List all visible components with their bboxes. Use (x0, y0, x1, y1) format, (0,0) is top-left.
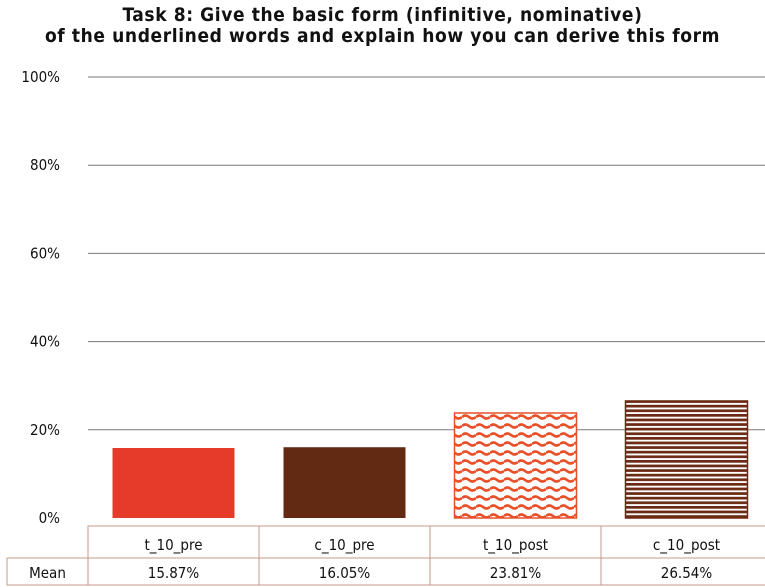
table-value-cell (600, 557, 765, 586)
y-tick-label: 0% (39, 509, 61, 527)
bar (112, 448, 235, 518)
data-label: 16.05% (319, 564, 371, 582)
data-label: 23.81% (490, 564, 542, 582)
x-tick-label: t_10_pre (144, 536, 202, 555)
bar (283, 447, 406, 518)
data-label: 15.87% (148, 564, 200, 582)
bar (453, 412, 578, 519)
y-tick-label: 100% (21, 68, 60, 86)
table-row-label: Mean (29, 564, 66, 582)
y-tick-label: 80% (30, 156, 60, 174)
chart-title-line-1: Task 8: Give the basic form (infinitive,… (122, 4, 643, 26)
x-tick-label: c_10_pre (314, 536, 374, 555)
chart-title: Task 8: Give the basic form (infinitive,… (0, 5, 765, 47)
chart-title-line-2: of the underlined words and explain how … (44, 25, 721, 47)
y-tick-label: 40% (30, 333, 60, 351)
data-label: 26.54% (661, 564, 713, 582)
x-tick-label: c_10_post (653, 536, 720, 555)
bar (624, 400, 749, 519)
data-table: t_10_pre c_10_pre t_10_post c_10_post Mean 15… (6, 525, 765, 586)
y-axis-ticks: 0% 20% 40% 60% 80% 100% (21, 68, 60, 527)
x-tick-label: t_10_post (483, 536, 548, 555)
gridlines (88, 76, 765, 431)
y-tick-label: 20% (30, 421, 60, 439)
bars (112, 400, 749, 519)
y-tick-label: 60% (30, 244, 60, 262)
